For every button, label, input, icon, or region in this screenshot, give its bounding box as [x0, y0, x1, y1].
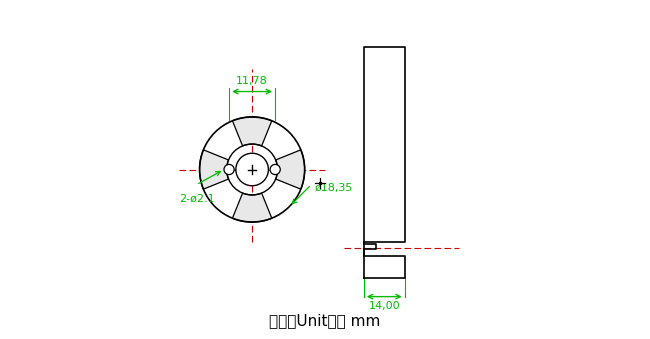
Polygon shape — [200, 150, 229, 189]
Text: 14,00: 14,00 — [369, 301, 400, 311]
Circle shape — [236, 153, 268, 186]
Circle shape — [270, 164, 280, 175]
Polygon shape — [276, 150, 305, 189]
Polygon shape — [233, 117, 272, 146]
Text: 2-ø2.1: 2-ø2.1 — [179, 194, 215, 203]
Polygon shape — [233, 193, 272, 222]
Text: ø18,35: ø18,35 — [315, 183, 353, 193]
Circle shape — [224, 164, 234, 175]
Text: 单位（Unit）： mm: 单位（Unit）： mm — [269, 313, 381, 328]
Bar — [318, 182, 321, 184]
Text: 11,78: 11,78 — [236, 77, 268, 86]
